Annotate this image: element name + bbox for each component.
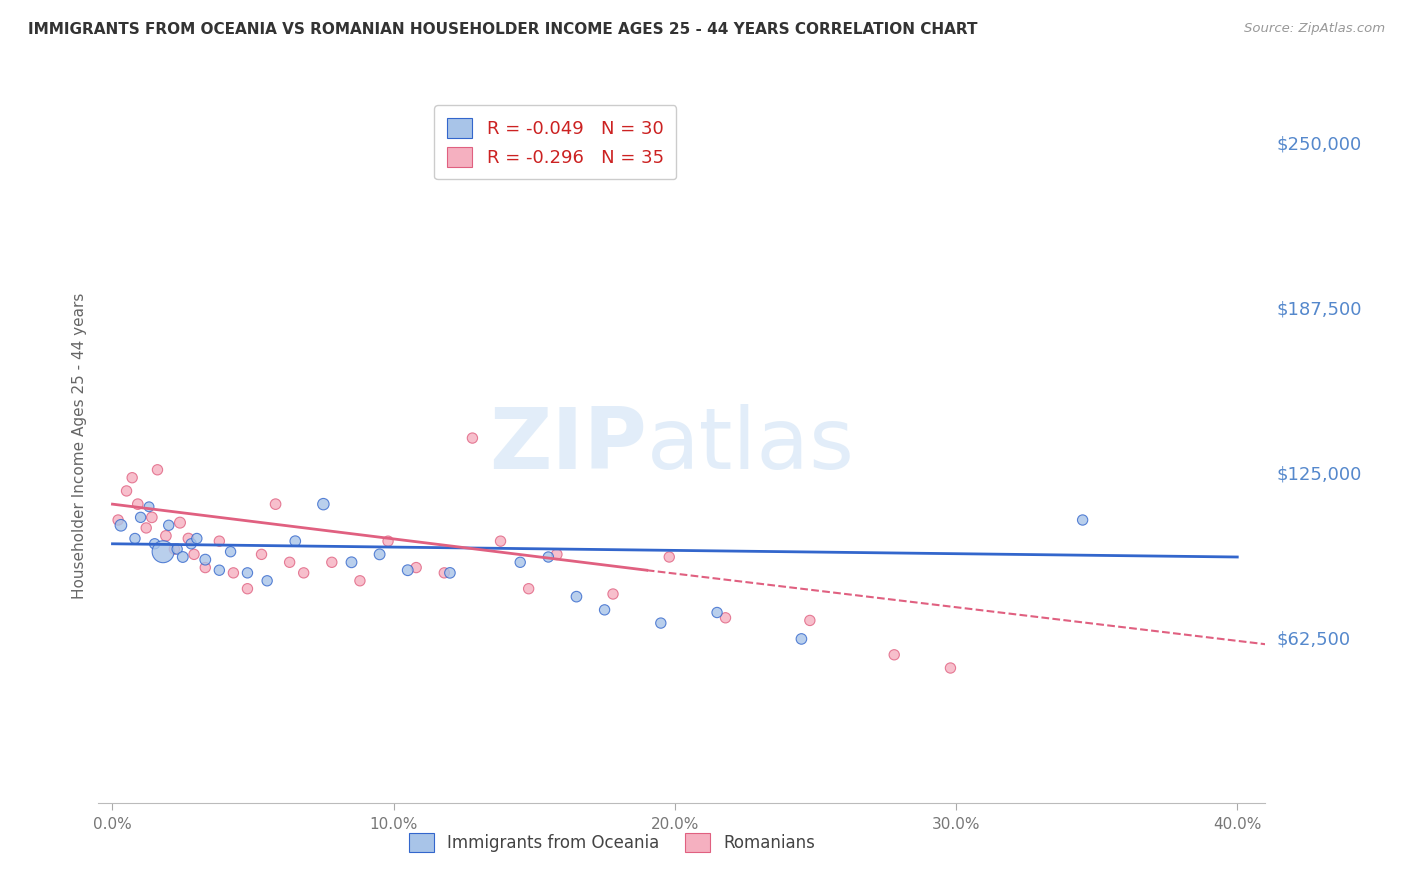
Point xyxy=(236,582,259,596)
Text: atlas: atlas xyxy=(647,404,855,488)
Point xyxy=(565,590,588,604)
Point xyxy=(602,587,624,601)
Point xyxy=(278,555,301,569)
Point xyxy=(166,542,188,557)
Point xyxy=(368,547,391,561)
Point xyxy=(129,510,152,524)
Point xyxy=(349,574,371,588)
Point xyxy=(180,537,202,551)
Point xyxy=(124,532,146,546)
Point xyxy=(396,563,419,577)
Point xyxy=(146,463,169,477)
Point xyxy=(939,661,962,675)
Point xyxy=(489,534,512,549)
Text: IMMIGRANTS FROM OCEANIA VS ROMANIAN HOUSEHOLDER INCOME AGES 25 - 44 YEARS CORREL: IMMIGRANTS FROM OCEANIA VS ROMANIAN HOUS… xyxy=(28,22,977,37)
Point xyxy=(312,497,335,511)
Point xyxy=(186,532,208,546)
Point xyxy=(208,534,231,549)
Point xyxy=(517,582,540,596)
Point xyxy=(706,606,728,620)
Point xyxy=(292,566,315,580)
Text: ZIP: ZIP xyxy=(489,404,647,488)
Point xyxy=(714,611,737,625)
Point xyxy=(138,500,160,514)
Point xyxy=(194,552,217,566)
Point xyxy=(155,529,177,543)
Point xyxy=(537,549,560,564)
Point xyxy=(222,566,245,580)
Point xyxy=(135,521,157,535)
Point xyxy=(177,532,200,546)
Point xyxy=(194,560,217,574)
Text: Source: ZipAtlas.com: Source: ZipAtlas.com xyxy=(1244,22,1385,36)
Point xyxy=(141,510,163,524)
Point xyxy=(340,555,363,569)
Legend: Immigrants from Oceania, Romanians: Immigrants from Oceania, Romanians xyxy=(402,827,821,859)
Point xyxy=(236,566,259,580)
Point xyxy=(157,518,180,533)
Point xyxy=(377,534,399,549)
Point xyxy=(546,547,568,561)
Point xyxy=(509,555,531,569)
Point xyxy=(172,549,194,564)
Point xyxy=(1071,513,1094,527)
Point xyxy=(405,560,427,574)
Point xyxy=(250,547,273,561)
Point xyxy=(790,632,813,646)
Point xyxy=(593,603,616,617)
Point xyxy=(650,616,672,631)
Point xyxy=(284,534,307,549)
Point xyxy=(799,614,821,628)
Y-axis label: Householder Income Ages 25 - 44 years: Householder Income Ages 25 - 44 years xyxy=(72,293,87,599)
Point xyxy=(439,566,461,580)
Point xyxy=(121,471,143,485)
Point xyxy=(208,563,231,577)
Point xyxy=(883,648,905,662)
Point xyxy=(169,516,191,530)
Point xyxy=(264,497,287,511)
Point xyxy=(658,549,681,564)
Point xyxy=(110,518,132,533)
Point xyxy=(115,483,138,498)
Point xyxy=(152,545,174,559)
Point xyxy=(256,574,278,588)
Point xyxy=(127,497,149,511)
Point xyxy=(321,555,343,569)
Point xyxy=(107,513,129,527)
Point xyxy=(143,537,166,551)
Point xyxy=(183,547,205,561)
Point xyxy=(461,431,484,445)
Point xyxy=(163,542,186,557)
Point xyxy=(433,566,456,580)
Point xyxy=(219,545,242,559)
